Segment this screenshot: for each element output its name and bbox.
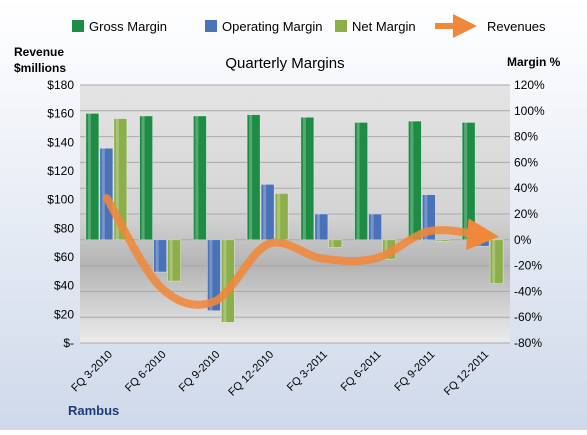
left-axis-ticks: $- $20 $40 $60 $80 $100 $120 $140 $160 $180 xyxy=(47,78,74,350)
bar-highlight xyxy=(249,114,253,240)
bar-highlight xyxy=(410,121,414,240)
operating-margin-bar xyxy=(260,184,275,241)
legend-swatch xyxy=(335,20,347,32)
gross-margin-bar xyxy=(85,113,100,241)
bar-highlight xyxy=(141,115,145,240)
legend: Gross Margin Operating Margin Net Margin Re… xyxy=(72,14,546,38)
right-tick-label: 120% xyxy=(514,78,545,92)
left-tick-label: $- xyxy=(63,336,74,350)
legend-revenues: Revenues xyxy=(435,14,546,38)
revenue-line-path xyxy=(102,194,500,309)
bar-highlight xyxy=(155,239,159,273)
legend-label: Revenues xyxy=(487,19,546,34)
legend-swatch xyxy=(72,20,84,32)
gross-margin-bar xyxy=(461,122,476,241)
bar-highlight xyxy=(464,122,468,240)
left-axis-title-line2: $millions xyxy=(14,61,66,75)
right-tick-label: 20% xyxy=(514,207,538,221)
gross-margin-bar xyxy=(354,122,368,241)
gross-margin-bar xyxy=(139,115,153,241)
net-margin-bar xyxy=(328,239,343,248)
legend-net-margin: Net Margin xyxy=(335,19,416,34)
bar-highlight xyxy=(302,117,306,240)
bar-highlight xyxy=(438,239,442,242)
left-tick-label: $100 xyxy=(47,193,74,207)
left-tick-label: $40 xyxy=(54,279,74,293)
right-axis-ticks: -80% -60% -40% -20% 0% 20% 40% 60% 80% 100% 120% xyxy=(514,78,545,350)
net-margin-bar xyxy=(274,193,289,241)
left-tick-label: $180 xyxy=(47,78,74,92)
left-tick-label: $120 xyxy=(47,164,74,178)
right-tick-label: -60% xyxy=(514,310,542,324)
net-margin-bar xyxy=(436,239,450,242)
right-tick-label: 100% xyxy=(514,104,545,118)
revenue-line xyxy=(102,194,500,309)
operating-margin-bar xyxy=(153,239,167,273)
bar-highlight xyxy=(87,113,91,240)
operating-margin-bar xyxy=(475,239,490,247)
bar-highlight xyxy=(356,122,360,240)
bar-highlight xyxy=(209,239,213,311)
net-margin-bar xyxy=(167,239,181,282)
bar-highlight xyxy=(169,239,173,282)
operating-margin-bar xyxy=(368,213,382,241)
right-axis-title: Margin % xyxy=(507,55,561,69)
left-axis-title-line1: Revenue xyxy=(14,45,64,59)
company-label: Rambus xyxy=(68,403,119,418)
bar-highlight xyxy=(316,214,320,240)
gross-margin-bar xyxy=(193,115,207,241)
left-tick-label: $80 xyxy=(54,221,74,235)
bar-highlight xyxy=(478,239,482,247)
operating-margin-bar xyxy=(207,239,221,312)
bar-highlight xyxy=(101,148,105,240)
bar-highlight xyxy=(330,239,334,248)
right-tick-label: -20% xyxy=(514,259,542,273)
operating-margin-bar xyxy=(314,213,329,241)
operating-margin-bar xyxy=(99,147,114,241)
right-tick-label: -80% xyxy=(514,336,542,350)
gross-margin-bar xyxy=(300,116,315,241)
legend-gross-margin: Gross Margin xyxy=(72,19,167,34)
bar-highlight xyxy=(195,115,199,240)
legend-operating-margin: Operating Margin xyxy=(205,19,322,34)
right-tick-label: 0% xyxy=(514,233,532,247)
bar-highlight xyxy=(492,239,496,284)
left-tick-label: $60 xyxy=(54,250,74,264)
left-tick-label: $20 xyxy=(54,307,74,321)
right-tick-label: -40% xyxy=(514,284,542,298)
chart-title: Quarterly Margins xyxy=(225,55,344,72)
legend-label: Operating Margin xyxy=(222,19,322,34)
right-tick-label: 60% xyxy=(514,155,538,169)
bar-highlight xyxy=(223,239,227,323)
bar-highlight xyxy=(370,214,374,240)
bar-highlight xyxy=(277,193,281,240)
net-margin-bar xyxy=(489,239,504,284)
left-tick-label: $140 xyxy=(47,135,74,149)
gross-margin-bar xyxy=(246,114,261,241)
right-tick-label: 40% xyxy=(514,181,538,195)
legend-label: Gross Margin xyxy=(89,19,167,34)
bar-highlight xyxy=(263,184,267,240)
left-tick-label: $160 xyxy=(47,107,74,121)
right-tick-label: 80% xyxy=(514,130,538,144)
legend-swatch xyxy=(205,20,217,32)
legend-label: Net Margin xyxy=(352,19,416,34)
bar-highlight xyxy=(115,118,119,240)
bar-highlight xyxy=(424,194,428,240)
gross-margin-bar xyxy=(408,120,422,241)
bar-highlight xyxy=(384,239,388,260)
